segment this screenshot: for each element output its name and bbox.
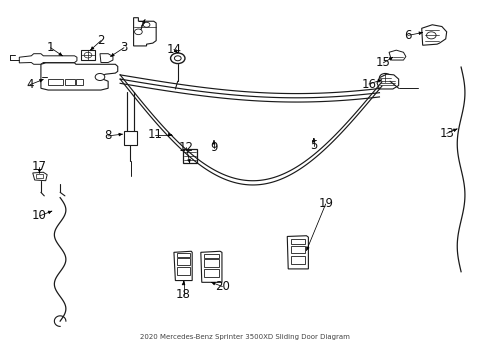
Bar (291, 239, 305, 244)
Polygon shape (422, 25, 447, 45)
Polygon shape (41, 63, 118, 90)
Polygon shape (201, 251, 222, 282)
Bar (183, 149, 197, 163)
Circle shape (84, 52, 92, 58)
Text: 18: 18 (176, 288, 191, 301)
Circle shape (174, 56, 181, 61)
Bar (177, 267, 190, 275)
Bar (204, 259, 219, 267)
Circle shape (135, 29, 142, 35)
Polygon shape (19, 54, 77, 64)
Text: 12: 12 (179, 141, 194, 154)
Text: 13: 13 (439, 127, 454, 140)
Polygon shape (287, 236, 308, 269)
Text: 3: 3 (121, 41, 128, 54)
Polygon shape (33, 172, 47, 181)
Text: 5: 5 (310, 139, 318, 152)
Bar (124, 131, 137, 145)
Text: 17: 17 (32, 160, 47, 173)
Bar (291, 256, 305, 264)
Text: 14: 14 (167, 43, 181, 56)
Bar (81, 50, 95, 60)
Polygon shape (174, 251, 192, 280)
Text: 11: 11 (147, 129, 162, 141)
Text: 16: 16 (362, 77, 376, 90)
Bar (65, 79, 74, 85)
Bar (177, 258, 190, 265)
Text: 15: 15 (376, 57, 391, 69)
Text: 6: 6 (405, 29, 412, 42)
Text: 2020 Mercedes-Benz Sprinter 3500XD Sliding Door Diagram: 2020 Mercedes-Benz Sprinter 3500XD Slidi… (140, 334, 350, 340)
Polygon shape (134, 18, 156, 46)
Text: 10: 10 (32, 210, 47, 222)
Bar (177, 253, 190, 257)
Polygon shape (100, 54, 113, 63)
Circle shape (426, 32, 436, 39)
Bar (76, 79, 83, 85)
Text: 1: 1 (47, 41, 54, 54)
Bar (204, 254, 219, 258)
Text: 9: 9 (210, 141, 218, 154)
Circle shape (143, 22, 150, 27)
Circle shape (171, 53, 185, 64)
Bar (204, 269, 219, 277)
Bar (48, 79, 63, 85)
Bar (36, 174, 43, 178)
Text: 19: 19 (318, 198, 333, 211)
Text: 20: 20 (215, 280, 230, 293)
Polygon shape (377, 74, 399, 89)
Text: 4: 4 (26, 78, 34, 91)
Text: 2: 2 (97, 34, 105, 47)
Circle shape (379, 73, 391, 82)
Circle shape (95, 73, 105, 81)
Bar (291, 246, 305, 253)
Text: 7: 7 (138, 20, 145, 33)
Text: 8: 8 (104, 129, 112, 143)
Polygon shape (389, 50, 406, 60)
